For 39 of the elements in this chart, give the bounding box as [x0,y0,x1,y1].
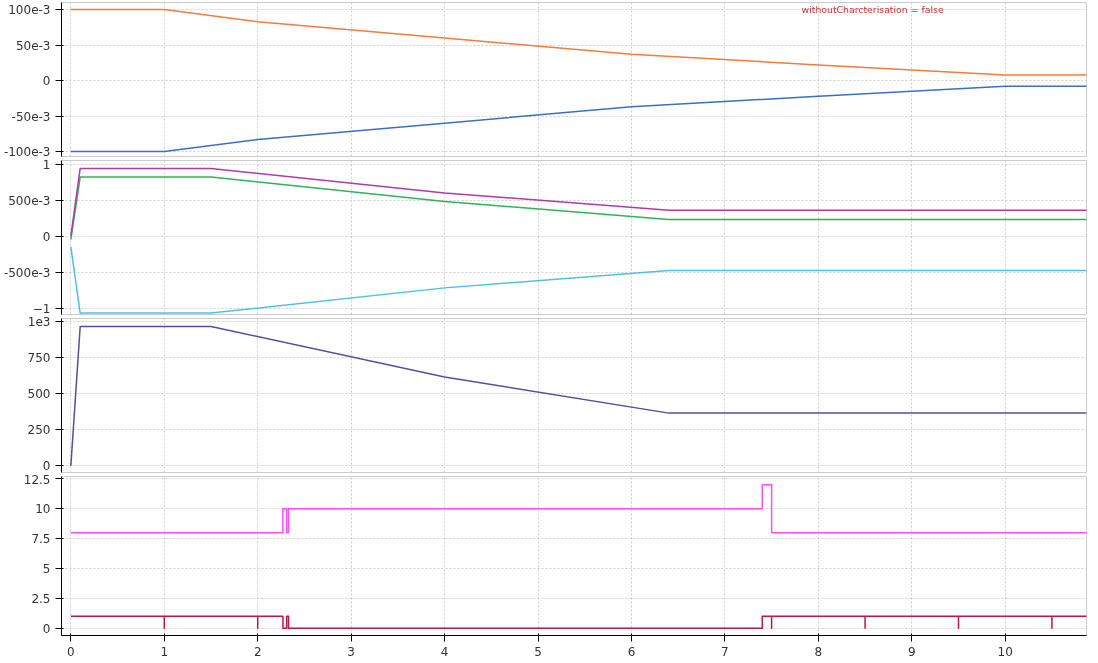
y-tick-label: 750 [27,351,51,366]
y-tick-label: 0 [42,621,51,636]
line-series [70,325,1087,467]
y-tick-label: 50e-3 [15,38,51,53]
y-tick-label: 0 [42,459,51,474]
x-tick-label: 6 [627,644,636,659]
y-tick-label: 100e-3 [8,3,51,18]
x-tick-label: 5 [534,644,542,659]
line-series [70,85,1087,153]
y-tick-label: 500e-3 [8,193,51,208]
line-series [70,246,1087,314]
x-tick-label: 4 [440,644,449,659]
y-tick-label: 12.5 [23,472,51,487]
y-tick-label: 0 [42,74,51,89]
x-tick-label: 0 [67,644,75,659]
y-tick-label: −1 [32,301,51,316]
line-series [70,8,1087,76]
y-tick-label: 7.5 [31,532,51,547]
y-tick-label: -50e-3 [11,109,51,124]
y-tick-label: 1e3 [27,314,51,329]
x-tick-label: 7 [721,644,729,659]
x-tick-label: 8 [814,644,823,659]
x-tick-label: 3 [347,644,355,659]
annotation: withoutCharcterisation = false [801,3,944,15]
y-tick-label: -100e-3 [3,145,51,160]
y-tick-label: 500 [27,387,51,402]
x-tick-label: 2 [253,644,262,659]
y-tick-label: 2.5 [31,591,51,606]
line-series [70,167,1087,237]
line-series [70,176,1087,241]
y-tick-label: 10 [35,502,51,517]
y-tick-label: 5 [42,562,51,577]
y-tick-label: 250 [27,423,51,438]
x-tick-label: 9 [907,644,916,659]
x-tick-label: 1 [160,644,169,659]
y-tick-label: 0 [42,229,51,244]
y-tick-label: 1 [42,157,51,172]
x-tick-label: 10 [997,644,1013,659]
y-tick-label: -500e-3 [3,265,51,280]
